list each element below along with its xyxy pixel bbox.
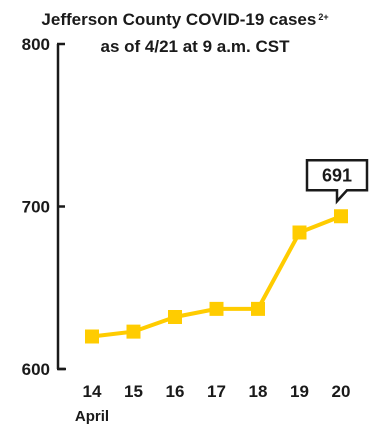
y-tick-label: 800	[22, 35, 50, 54]
series-cases	[85, 209, 348, 344]
chart-title-line-2: as of 4/21 at 9 a.m. CST	[100, 37, 290, 56]
axes	[56, 42, 66, 371]
title-superscript: 2+	[318, 12, 329, 22]
x-tick-label: 14	[83, 382, 102, 401]
callout-label: 691	[322, 165, 352, 185]
x-tick-labels: 14 15 16 17 18 19 20 April	[75, 382, 351, 425]
data-point	[168, 310, 182, 324]
x-tick-label: 15	[124, 382, 143, 401]
x-tick-label: 16	[166, 382, 185, 401]
data-point	[334, 209, 348, 224]
x-tick-label: 18	[249, 382, 268, 401]
data-point	[251, 301, 265, 316]
x-tick-label: 17	[207, 382, 226, 401]
data-point	[292, 225, 307, 240]
callout-box	[305, 159, 369, 205]
data-point	[126, 324, 141, 339]
y-tick-labels: 600 700 800	[22, 35, 50, 379]
data-point	[209, 301, 224, 316]
y-tick-label: 700	[22, 198, 50, 217]
data-point	[85, 329, 99, 344]
value-callout: 691	[305, 159, 369, 205]
x-tick-label: 20	[332, 382, 351, 401]
x-axis-month-label: April	[75, 408, 109, 425]
x-tick-label: 19	[290, 382, 309, 401]
chart-title-line-1: Jefferson County COVID-19 cases 2+	[41, 10, 329, 29]
y-tick-label: 600	[22, 360, 50, 379]
